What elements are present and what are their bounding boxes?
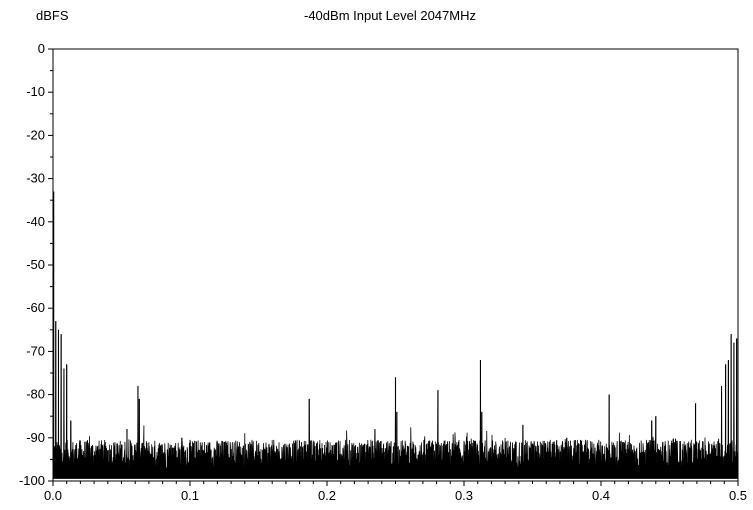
y-tick-label: -60 xyxy=(26,300,45,315)
x-tick-label: 0.2 xyxy=(318,488,336,503)
y-tick-label: -20 xyxy=(26,127,45,142)
y-tick-label: -100 xyxy=(19,473,45,488)
x-tick-label: 0.0 xyxy=(44,488,62,503)
spectrum-line xyxy=(52,191,739,479)
x-tick-label: 0.1 xyxy=(181,488,199,503)
x-tick-label: 0.4 xyxy=(592,488,610,503)
y-axis-label: dBFS xyxy=(36,8,69,23)
y-tick-label: -50 xyxy=(26,257,45,272)
x-tick-label: 0.3 xyxy=(455,488,473,503)
y-tick-label: 0 xyxy=(38,41,45,56)
chart-title: -40dBm Input Level 2047MHz xyxy=(304,8,476,23)
x-tick-label: 0.5 xyxy=(729,488,747,503)
y-tick-label: -70 xyxy=(26,343,45,358)
y-tick-label: -90 xyxy=(26,430,45,445)
y-tick-label: -80 xyxy=(26,387,45,402)
spectrum-trace xyxy=(52,191,739,479)
y-tick-label: -10 xyxy=(26,84,45,99)
y-tick-label: -40 xyxy=(26,214,45,229)
y-tick-label: -30 xyxy=(26,171,45,186)
